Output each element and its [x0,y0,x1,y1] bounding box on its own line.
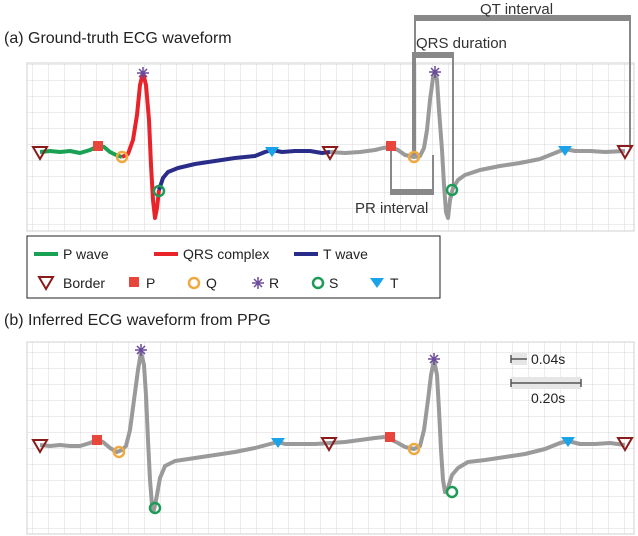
qrs-duration-label: QRS duration [416,35,507,52]
pr-interval-label: PR interval [355,200,428,217]
panel-a-border-marker-2 [321,146,339,161]
panel-a-p-marker-1 [93,141,103,151]
panel-a-beat1-qrs-complex [121,71,161,220]
panel-b-p-marker-1 [92,435,102,445]
scale-bar-small [510,353,527,365]
panel-a-q-marker-2 [407,150,421,164]
legend-t-wave-label: T wave [323,246,368,262]
panel-a-border-marker-1 [31,146,49,161]
legend-s-label: S [329,275,338,291]
qt-interval-label: QT interval [480,1,553,18]
legend-p-label: P [146,275,155,291]
legend-r-icon [252,277,264,289]
legend-p-wave-label: P wave [63,246,109,262]
panel-a-q-marker-1 [115,150,129,164]
qt-interval-bracket [414,15,631,155]
panel-b-trace [39,350,626,512]
panel-b-title: (b) Inferred ECG waveform from PPG [4,312,271,329]
legend-p-icon [129,277,139,287]
panel-b-border-marker-1 [31,439,49,454]
legend-border-label: Border [63,275,105,291]
scale-bar-small-label: 0.04s [531,351,565,367]
panel-b-border-marker-3 [616,437,634,452]
panel-a-title: (a) Ground-truth ECG waveform [4,30,232,47]
panel-a-p-marker-2 [386,141,396,151]
legend-t-icon [370,278,384,288]
panel-b-t-marker-1 [271,438,285,448]
panel-b-s-marker-1 [148,501,162,515]
panel-a-s-marker-2 [445,183,459,197]
panel-a-beat1-t-wave [157,148,331,191]
legend-q-icon [187,276,201,290]
panel-b-p-marker-2 [385,432,395,442]
panel-a-beat1-p-wave [39,144,123,159]
panel-a-r-marker-2 [429,66,441,78]
legend-r-label: R [269,275,279,291]
legend-border-icon [37,276,55,291]
legend-s-icon [311,276,325,290]
scale-bar-large-label: 0.20s [531,390,565,406]
panel-a-s-marker-1 [152,184,166,198]
panel-a-border-marker-3 [616,145,634,160]
scale-bar-large [510,377,582,389]
panel-b-r-marker-1 [135,344,147,356]
panel-b-border-marker-2 [320,437,338,452]
panel-a-t-marker-1 [265,147,279,157]
panel-a-r-marker-1 [137,67,149,79]
panel-b-q-marker-1 [112,445,126,459]
panel-b-r-marker-2 [428,353,440,365]
panel-a-t-marker-2 [558,146,572,156]
panel-b-s-marker-2 [445,485,459,499]
legend-box [26,235,441,299]
legend-qrs-complex-label: QRS complex [183,246,269,262]
panel-b-q-marker-2 [407,442,421,456]
pr-interval-bracket [390,147,434,195]
qrs-duration-bracket [412,52,454,190]
legend-q-label: Q [206,275,217,291]
legend-t-label: T [390,275,399,291]
panel-b-t-marker-2 [561,437,575,447]
